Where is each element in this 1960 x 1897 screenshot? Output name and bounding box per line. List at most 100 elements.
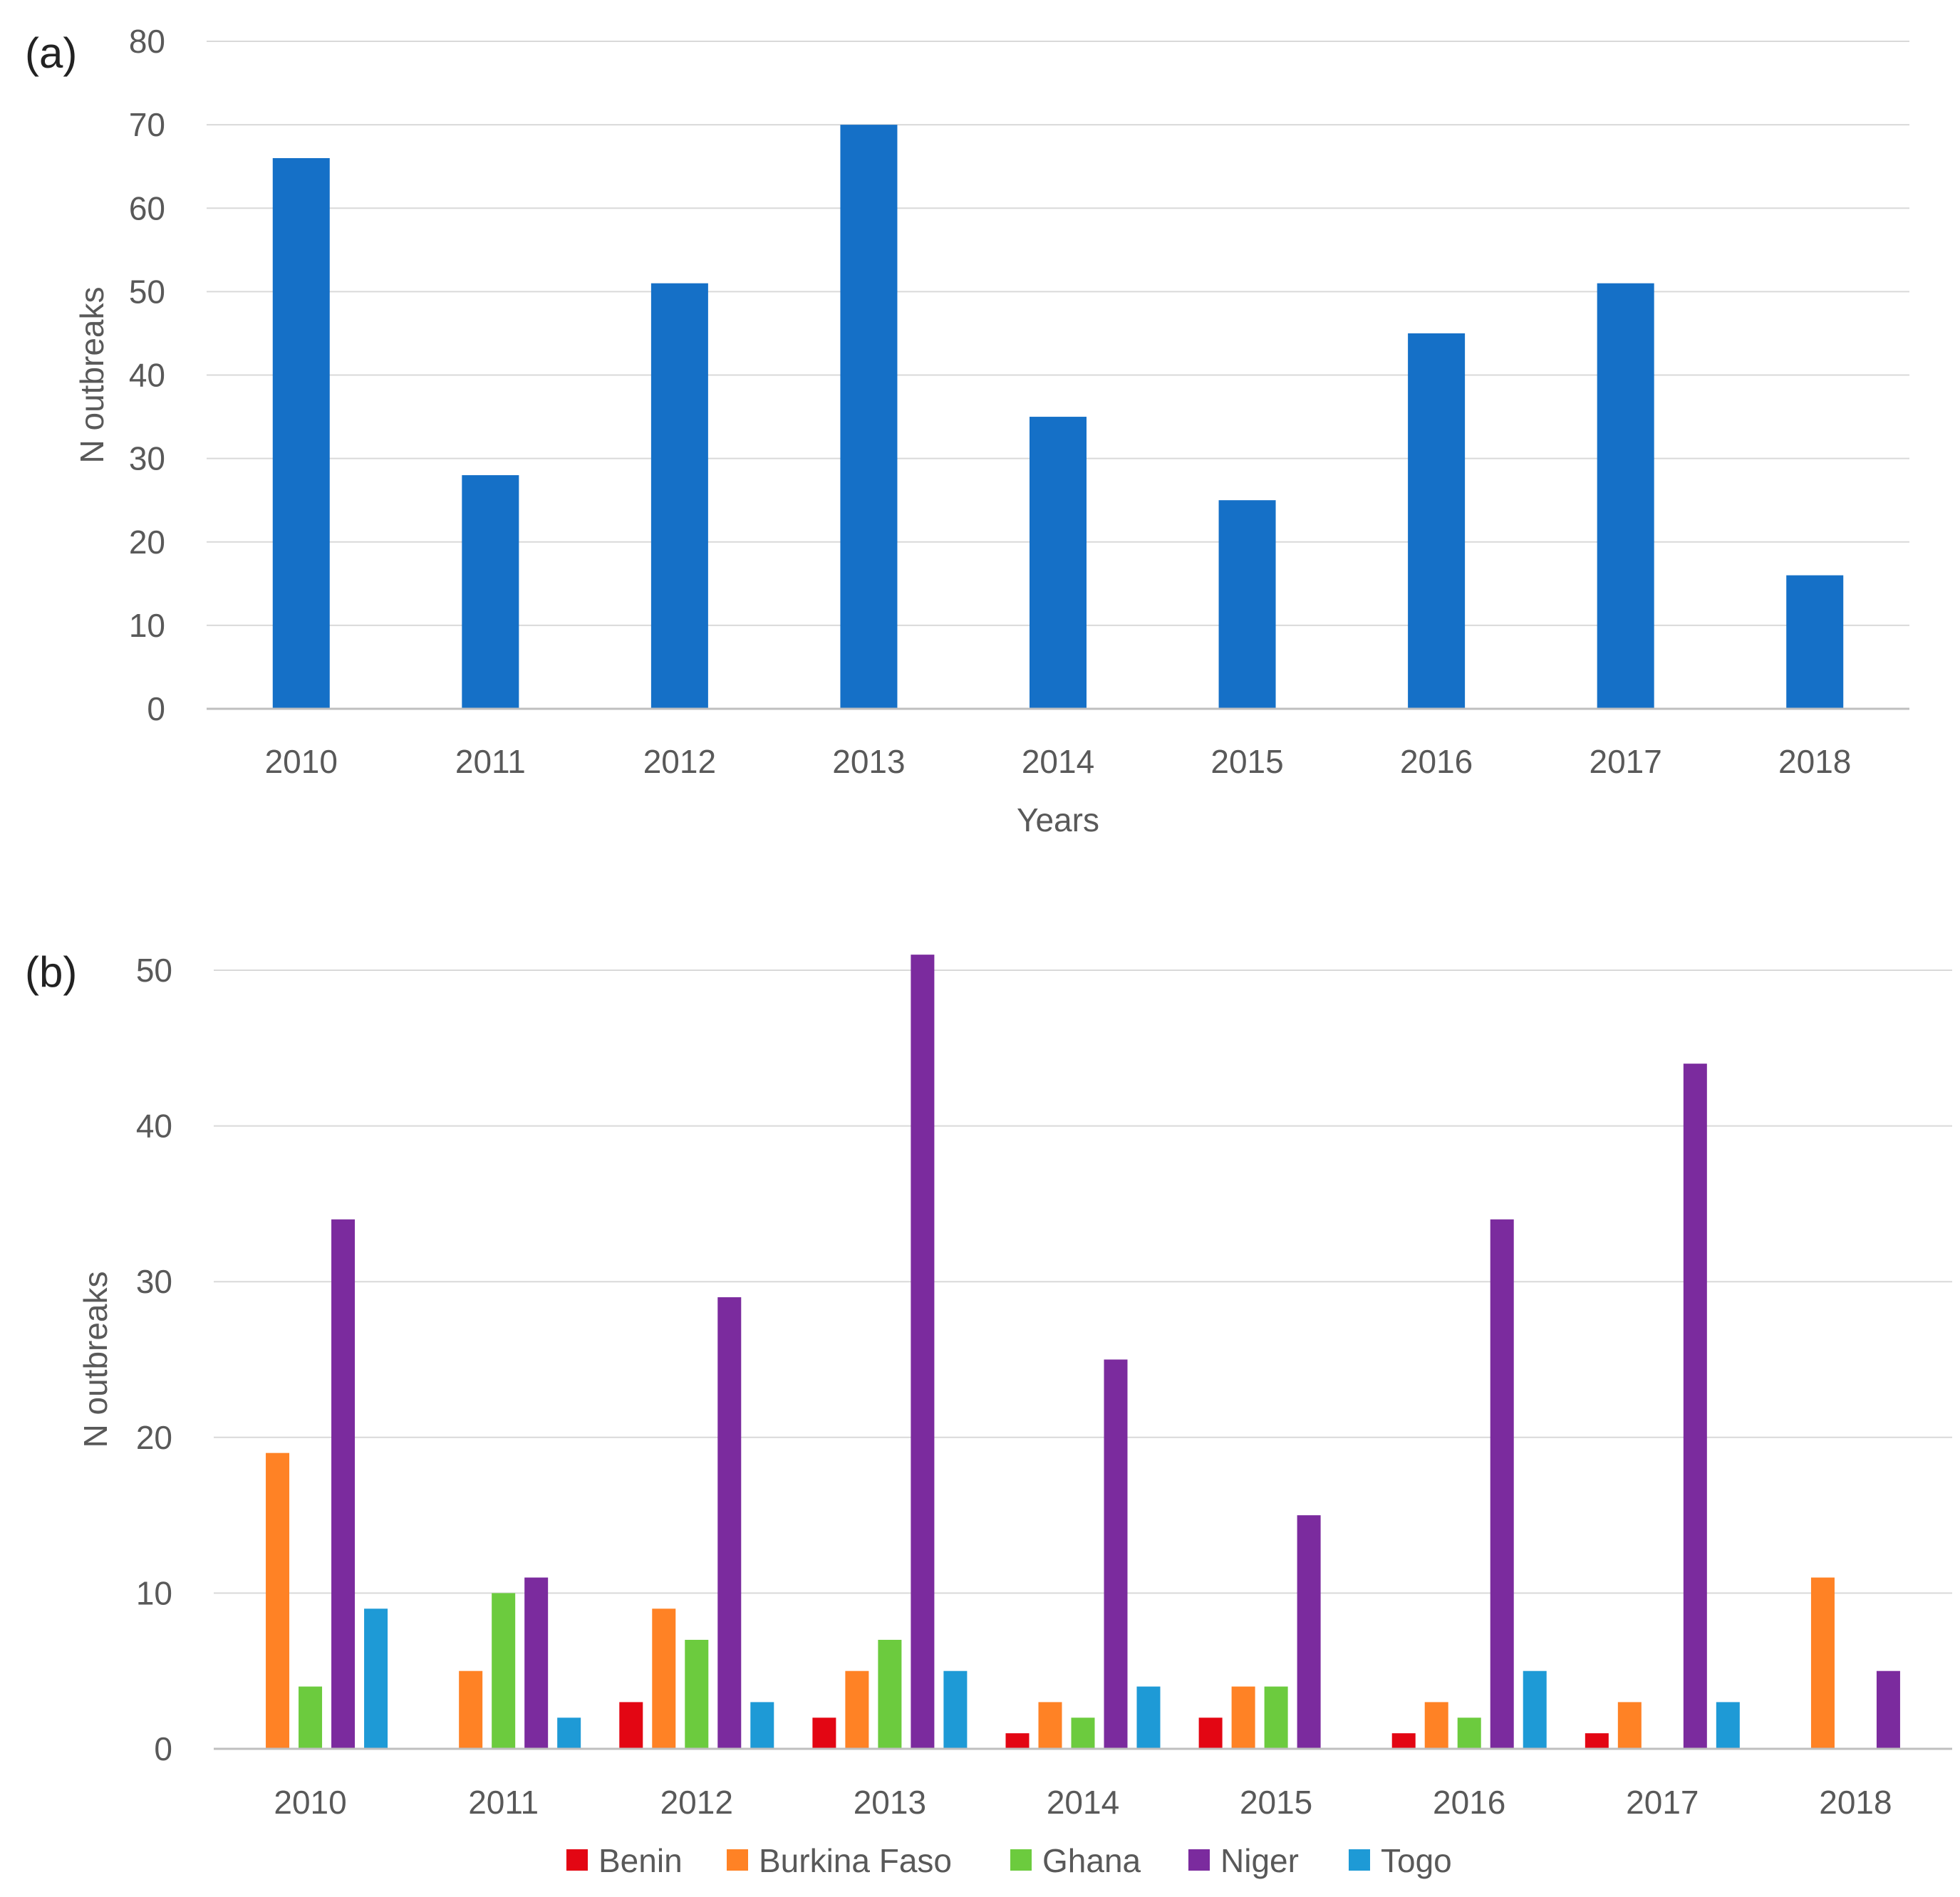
panel-a-bars xyxy=(272,125,1844,710)
a-y-tick-label: 0 xyxy=(147,690,165,727)
b-bar-burkina-faso-2017 xyxy=(1617,1702,1642,1749)
panel-b-label: (b) xyxy=(25,948,77,996)
a-bar-n-outbreaks-2018 xyxy=(1786,575,1844,709)
b-y-tick-label: 50 xyxy=(136,952,172,989)
b-x-tick-label: 2012 xyxy=(660,1784,733,1821)
b-bar-togo-2017 xyxy=(1716,1702,1740,1749)
b-bar-niger-2010 xyxy=(331,1219,356,1749)
panel-b: (b) 0 10 20 30 40 50 2010 2011 2012 2013 2014 2015… xyxy=(25,948,1952,1879)
a-x-tick-label: 2011 xyxy=(455,743,526,780)
a-bar-n-outbreaks-2011 xyxy=(462,475,519,709)
b-bar-benin-2013 xyxy=(812,1717,836,1749)
b-bar-ghana-2012 xyxy=(685,1639,709,1749)
panel-b-bars xyxy=(266,955,1900,1749)
a-y-tick-label: 10 xyxy=(129,607,165,644)
a-x-tick-label: 2012 xyxy=(643,743,716,780)
a-x-tick-label: 2013 xyxy=(832,743,905,780)
legend-label-niger: Niger xyxy=(1220,1842,1299,1879)
a-bar-n-outbreaks-2017 xyxy=(1597,283,1654,710)
a-y-tick-label: 40 xyxy=(129,357,165,394)
b-bar-niger-2016 xyxy=(1490,1219,1514,1749)
b-bar-togo-2011 xyxy=(557,1717,581,1749)
b-x-tick-label: 2011 xyxy=(468,1784,539,1821)
b-y-tick-label: 0 xyxy=(154,1730,172,1767)
b-x-tick-label: 2013 xyxy=(854,1784,926,1821)
b-bar-ghana-2015 xyxy=(1264,1686,1288,1749)
a-y-tick-label: 20 xyxy=(129,524,165,561)
b-y-tick-label: 40 xyxy=(136,1108,172,1145)
a-x-tick-label: 2010 xyxy=(265,743,338,780)
legend-swatch-benin xyxy=(566,1849,588,1871)
a-bar-n-outbreaks-2012 xyxy=(650,283,708,710)
legend-label-benin: Benin xyxy=(598,1842,683,1879)
b-bar-benin-2015 xyxy=(1198,1717,1223,1749)
b-bar-burkina-faso-2010 xyxy=(266,1452,290,1749)
a-y-tick-label: 80 xyxy=(129,23,165,60)
panel-b-x-ticks: 2010 2011 2012 2013 2014 2015 2016 2017 2018 xyxy=(274,1784,1892,1821)
b-bar-burkina-faso-2018 xyxy=(1810,1577,1835,1749)
b-bar-burkina-faso-2016 xyxy=(1424,1702,1448,1749)
panel-a-x-ticks: 2010 2011 2012 2013 2014 2015 2016 2017 2018 xyxy=(265,743,1852,780)
a-y-tick-label: 50 xyxy=(129,273,165,310)
b-bar-niger-2014 xyxy=(1104,1359,1128,1749)
panel-a-y-ticks: 0 10 20 30 40 50 60 70 80 xyxy=(129,23,165,727)
b-bar-ghana-2010 xyxy=(299,1686,323,1749)
b-bar-burkina-faso-2011 xyxy=(459,1670,483,1749)
panel-b-gridlines xyxy=(214,970,1952,1594)
b-bar-niger-2012 xyxy=(717,1297,742,1749)
b-bar-togo-2010 xyxy=(364,1608,388,1749)
panel-a-label: (a) xyxy=(25,29,77,77)
panel-a-x-axis-title: Years xyxy=(1017,801,1099,838)
b-bar-niger-2018 xyxy=(1876,1670,1900,1749)
b-y-tick-label: 30 xyxy=(136,1263,172,1300)
panel-a-y-axis-title: N outbreaks xyxy=(73,286,110,463)
legend-label-burkina-faso: Burkina Faso xyxy=(759,1842,952,1879)
b-y-tick-label: 20 xyxy=(136,1419,172,1456)
b-bar-ghana-2011 xyxy=(492,1593,516,1749)
b-bar-ghana-2014 xyxy=(1071,1717,1095,1749)
a-y-tick-label: 60 xyxy=(129,189,165,227)
b-x-tick-label: 2018 xyxy=(1819,1784,1892,1821)
b-x-tick-label: 2016 xyxy=(1433,1784,1505,1821)
a-y-tick-label: 70 xyxy=(129,106,165,143)
a-bar-n-outbreaks-2016 xyxy=(1408,333,1466,709)
b-bar-burkina-faso-2013 xyxy=(845,1670,869,1749)
legend-label-ghana: Ghana xyxy=(1042,1842,1141,1879)
b-bar-ghana-2013 xyxy=(878,1639,902,1749)
legend-swatch-burkina-faso xyxy=(727,1849,748,1871)
a-x-tick-label: 2016 xyxy=(1400,743,1473,780)
panel-b-legend: Benin Burkina Faso Ghana Niger Togo xyxy=(566,1842,1452,1879)
b-bar-benin-2014 xyxy=(1005,1733,1030,1749)
a-x-tick-label: 2018 xyxy=(1778,743,1851,780)
b-y-tick-label: 10 xyxy=(136,1574,172,1611)
b-bar-niger-2017 xyxy=(1683,1064,1707,1749)
a-y-tick-label: 30 xyxy=(129,440,165,477)
legend-swatch-togo xyxy=(1349,1849,1370,1871)
legend-label-togo: Togo xyxy=(1381,1842,1452,1879)
b-bar-togo-2013 xyxy=(943,1670,968,1749)
b-bar-togo-2014 xyxy=(1136,1686,1161,1749)
b-x-tick-label: 2014 xyxy=(1047,1784,1119,1821)
legend-swatch-niger xyxy=(1188,1849,1210,1871)
b-bar-burkina-faso-2014 xyxy=(1038,1702,1062,1749)
a-x-tick-label: 2014 xyxy=(1022,743,1094,780)
b-bar-benin-2012 xyxy=(619,1702,643,1749)
a-bar-n-outbreaks-2010 xyxy=(272,157,330,710)
a-x-tick-label: 2015 xyxy=(1210,743,1283,780)
a-x-tick-label: 2017 xyxy=(1589,743,1661,780)
panel-b-y-ticks: 0 10 20 30 40 50 xyxy=(136,952,172,1767)
b-bar-burkina-faso-2015 xyxy=(1231,1686,1255,1749)
b-bar-togo-2016 xyxy=(1523,1670,1547,1749)
b-bar-niger-2011 xyxy=(524,1577,549,1749)
a-bar-n-outbreaks-2015 xyxy=(1218,500,1276,709)
b-bar-niger-2013 xyxy=(911,955,935,1749)
b-bar-ghana-2016 xyxy=(1457,1717,1481,1749)
b-x-tick-label: 2010 xyxy=(274,1784,346,1821)
b-bar-togo-2012 xyxy=(750,1702,774,1749)
a-bar-n-outbreaks-2013 xyxy=(840,125,898,709)
b-bar-benin-2016 xyxy=(1391,1733,1416,1749)
b-x-tick-label: 2017 xyxy=(1626,1784,1699,1821)
b-bar-niger-2015 xyxy=(1297,1515,1321,1749)
